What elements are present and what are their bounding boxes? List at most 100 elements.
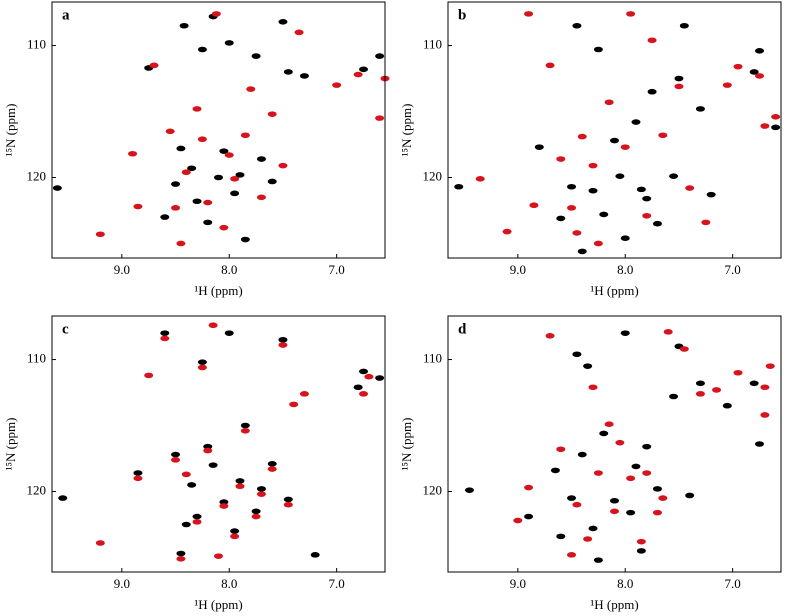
peak xyxy=(133,203,143,210)
y-axis-label: ¹⁵N (ppm) xyxy=(3,418,18,471)
peak xyxy=(176,240,186,247)
peak xyxy=(712,387,722,393)
peak xyxy=(197,46,207,53)
peak xyxy=(513,517,523,524)
peak xyxy=(176,556,186,562)
peak xyxy=(577,133,587,140)
peak xyxy=(642,443,652,450)
peak xyxy=(256,156,266,162)
peak xyxy=(534,144,544,150)
x-axis-label: ¹H (ppm) xyxy=(590,283,638,298)
peak xyxy=(658,495,668,501)
peak xyxy=(197,364,207,371)
peak xyxy=(572,22,582,29)
peak xyxy=(502,228,512,235)
peak xyxy=(171,205,181,211)
y-tick-label: 120 xyxy=(27,482,47,497)
peak xyxy=(771,114,781,120)
peak xyxy=(572,501,582,508)
peak xyxy=(529,202,539,209)
peak xyxy=(631,463,641,470)
peak xyxy=(663,329,673,335)
peak xyxy=(251,508,261,515)
peak xyxy=(567,205,577,211)
peak xyxy=(219,148,229,154)
panel-label: a xyxy=(62,7,70,23)
peak xyxy=(278,336,288,343)
peak xyxy=(556,533,566,540)
x-tick-label: 7.0 xyxy=(329,262,345,277)
peak xyxy=(192,513,202,520)
peak xyxy=(706,191,716,198)
peak xyxy=(626,475,636,482)
peak xyxy=(267,111,277,117)
peak xyxy=(95,231,105,238)
peak xyxy=(171,451,181,458)
peak xyxy=(353,71,363,78)
peak xyxy=(760,412,770,418)
peak xyxy=(550,467,560,474)
peak xyxy=(187,482,197,488)
peak xyxy=(620,235,630,242)
peak xyxy=(219,503,229,509)
peak xyxy=(256,194,266,201)
peak xyxy=(192,519,202,525)
peak xyxy=(610,497,619,504)
peak xyxy=(310,552,320,558)
peak xyxy=(278,342,288,348)
peak xyxy=(230,533,240,540)
x-tick-label: 8.0 xyxy=(221,262,237,277)
peak xyxy=(599,430,609,437)
peak xyxy=(583,363,593,369)
peak xyxy=(733,369,743,376)
peak xyxy=(240,422,250,429)
peak xyxy=(211,11,221,17)
y-axis-label: ¹⁵N (ppm) xyxy=(399,418,414,471)
peak xyxy=(214,174,223,181)
peak xyxy=(160,330,170,336)
peak xyxy=(267,178,277,185)
x-tick-label: 8.0 xyxy=(221,576,237,591)
x-tick-label: 9.0 xyxy=(114,262,130,277)
peak xyxy=(701,219,711,226)
peak xyxy=(755,48,765,54)
peak xyxy=(240,132,250,139)
peak xyxy=(359,368,369,375)
peak xyxy=(556,156,566,162)
x-tick-label: 8.0 xyxy=(617,576,633,591)
peak xyxy=(524,484,534,491)
peak xyxy=(171,181,181,187)
peak xyxy=(722,402,732,409)
peak xyxy=(240,428,250,434)
peak xyxy=(289,401,299,408)
panel-label: b xyxy=(458,7,466,23)
peak xyxy=(610,137,619,144)
peak xyxy=(760,123,770,129)
plot-frame xyxy=(51,315,386,573)
peak xyxy=(144,372,154,379)
peak xyxy=(593,240,603,247)
peak xyxy=(567,495,577,501)
y-axis-label: ¹⁵N (ppm) xyxy=(399,104,414,157)
peak xyxy=(749,69,759,75)
peak xyxy=(588,162,598,169)
peak xyxy=(160,335,170,342)
x-tick-label: 7.0 xyxy=(329,576,345,591)
peak xyxy=(359,391,369,397)
peak xyxy=(235,478,245,484)
x-tick-label: 9.0 xyxy=(510,576,526,591)
peak xyxy=(567,552,577,558)
peak xyxy=(475,176,485,182)
peak xyxy=(267,460,277,467)
peak xyxy=(636,538,646,545)
y-tick-label: 120 xyxy=(423,482,443,497)
peak xyxy=(283,496,293,503)
peak xyxy=(52,185,62,191)
peak xyxy=(636,186,646,193)
peak xyxy=(722,82,732,88)
peak xyxy=(658,132,668,139)
peak xyxy=(208,322,218,329)
peak xyxy=(652,509,662,516)
plot-frame xyxy=(447,315,782,573)
peak xyxy=(464,487,474,493)
